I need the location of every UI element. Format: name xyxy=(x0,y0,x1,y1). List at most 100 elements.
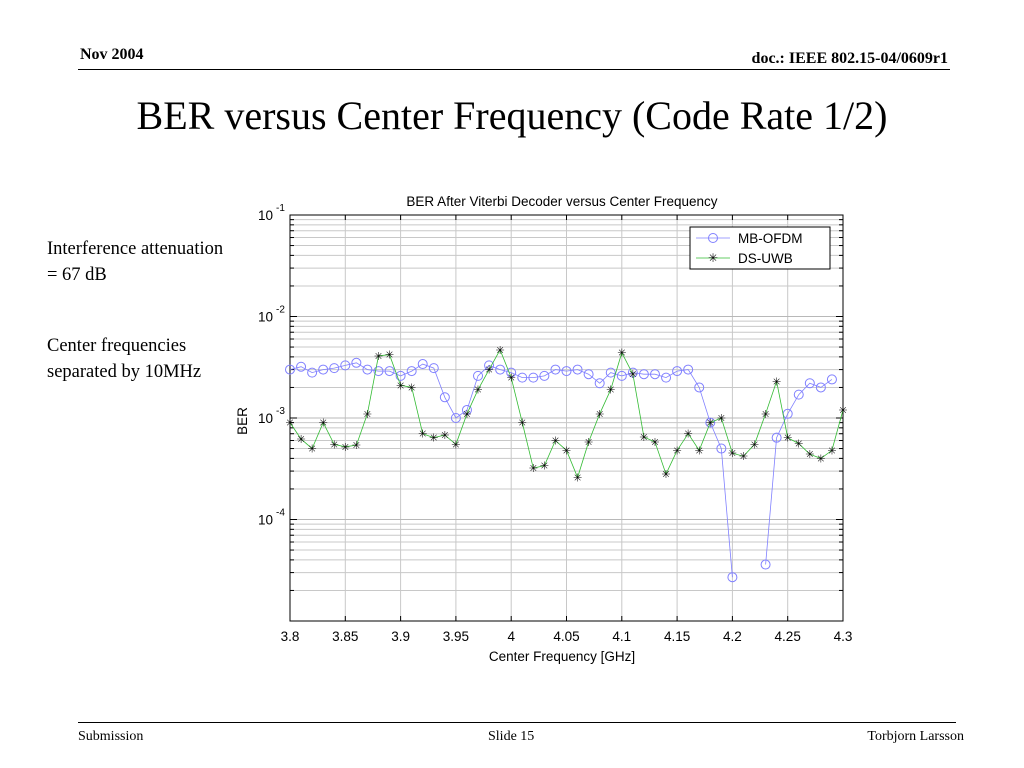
data-point-ds-uwb: ✳ xyxy=(728,448,737,460)
data-point-mb-ofdm xyxy=(815,382,826,393)
data-point-ds-uwb: ✳ xyxy=(783,433,792,445)
legend: MB-OFDM ✳ DS-UWB xyxy=(689,226,831,270)
data-point-ds-uwb: ✳ xyxy=(462,409,471,421)
x-tick-label: 4.25 xyxy=(775,629,801,644)
data-point-mb-ofdm xyxy=(649,369,660,380)
data-point-mb-ofdm xyxy=(329,363,340,374)
note-interference: Interference attenuation = 67 dB xyxy=(47,239,224,285)
data-point-mb-ofdm xyxy=(296,361,307,372)
x-tick-label: 3.9 xyxy=(391,629,410,644)
data-point-ds-uwb: ✳ xyxy=(650,437,659,449)
y-tick-label-exponent: -3 xyxy=(276,406,285,417)
data-point-mb-ofdm xyxy=(672,366,683,377)
data-point-mb-ofdm xyxy=(406,366,417,377)
data-point-mb-ofdm xyxy=(528,372,539,383)
chart-title: BER After Viterbi Decoder versus Center … xyxy=(406,194,717,209)
data-point-ds-uwb: ✳ xyxy=(739,451,748,463)
data-point-mb-ofdm xyxy=(771,432,782,443)
data-point-mb-ofdm xyxy=(572,364,583,375)
x-tick-label: 4.1 xyxy=(612,629,631,644)
data-point-mb-ofdm xyxy=(373,366,384,377)
data-point-mb-ofdm xyxy=(793,389,804,400)
x-tick-labels: 3.8 3.85 3.9 3.95 4 4.05 4.1 4.15 4.2 4.25 4.3 xyxy=(281,629,853,644)
data-point-mb-ofdm xyxy=(550,364,561,375)
data-point-ds-uwb: ✳ xyxy=(628,369,637,381)
data-point-mb-ofdm xyxy=(594,378,605,389)
legend-label-ds-uwb: DS-UWB xyxy=(738,251,793,266)
data-point-ds-uwb: ✳ xyxy=(473,385,482,397)
data-point-mb-ofdm xyxy=(627,367,638,378)
x-axis-label: Center Frequency [GHz] xyxy=(489,649,635,664)
data-point-ds-uwb: ✳ xyxy=(396,380,405,392)
data-point-mb-ofdm xyxy=(727,572,738,583)
data-point-ds-uwb: ✳ xyxy=(285,418,294,430)
series-line-ds-uwb xyxy=(289,348,844,479)
header-doc-id: doc.: IEEE 802.15-04/0609r1 xyxy=(751,50,948,67)
data-point-ds-uwb: ✳ xyxy=(529,463,538,475)
data-point-ds-uwb: ✳ xyxy=(827,445,836,457)
x-tick-label: 3.85 xyxy=(332,629,358,644)
data-point-ds-uwb: ✳ xyxy=(484,365,493,377)
data-point-ds-uwb: ✳ xyxy=(794,439,803,451)
data-point-ds-uwb: ✳ xyxy=(606,385,615,397)
data-point-mb-ofdm xyxy=(473,370,484,381)
data-point-ds-uwb: ✳ xyxy=(750,439,759,451)
data-point-ds-uwb: ✳ xyxy=(374,351,383,363)
data-point-mb-ofdm xyxy=(760,559,771,570)
data-point-mb-ofdm xyxy=(450,413,461,423)
data-point-mb-ofdm xyxy=(683,364,694,375)
x-tick-label: 4.2 xyxy=(723,629,742,644)
data-point-ds-uwb: ✳ xyxy=(319,418,328,430)
x-tick-label: 4.05 xyxy=(553,629,579,644)
data-point-ds-uwb: ✳ xyxy=(418,429,427,441)
data-point-mb-ofdm xyxy=(517,372,528,383)
data-point-mb-ofdm xyxy=(395,370,406,381)
data-point-ds-uwb: ✳ xyxy=(429,433,438,445)
data-point-ds-uwb: ✳ xyxy=(805,449,814,461)
y-tick-label-base: 10 xyxy=(258,513,273,528)
footer-slide-number: Slide 15 xyxy=(488,729,535,744)
data-point-mb-ofdm xyxy=(561,366,572,377)
data-point-mb-ofdm xyxy=(362,364,373,375)
x-tick-label: 4 xyxy=(507,629,515,644)
data-point-ds-uwb: ✳ xyxy=(496,345,505,357)
data-point-ds-uwb: ✳ xyxy=(352,440,361,452)
footer-submission: Submission xyxy=(78,729,144,744)
data-point-ds-uwb: ✳ xyxy=(573,472,582,484)
data-point-ds-uwb: ✳ xyxy=(562,445,571,457)
data-point-mb-ofdm xyxy=(439,392,450,403)
data-point-mb-ofdm xyxy=(384,366,395,377)
data-point-mb-ofdm xyxy=(705,417,716,428)
data-point-ds-uwb: ✳ xyxy=(551,436,560,448)
data-point-ds-uwb: ✳ xyxy=(639,432,648,444)
y-tick-label-exponent: -2 xyxy=(276,305,285,316)
data-point-mb-ofdm xyxy=(340,360,351,371)
data-point-mb-ofdm xyxy=(804,378,815,389)
data-point-mb-ofdm xyxy=(638,369,649,380)
y-tick-label-base: 10 xyxy=(258,411,273,426)
y-tick-label-base: 10 xyxy=(258,208,273,223)
y-tick-labels: 10-110-210-310-4 xyxy=(258,203,285,528)
data-point-ds-uwb: ✳ xyxy=(341,442,350,454)
legend-marker-mb-ofdm xyxy=(708,233,718,243)
data-point-ds-uwb: ✳ xyxy=(772,376,781,388)
x-tick-label: 4.3 xyxy=(834,629,853,644)
data-point-ds-uwb: ✳ xyxy=(706,418,715,430)
data-point-ds-uwb: ✳ xyxy=(617,348,626,360)
data-point-ds-uwb: ✳ xyxy=(407,382,416,394)
x-tick-label: 3.95 xyxy=(443,629,469,644)
header-rule xyxy=(78,69,950,70)
data-point-mb-ofdm xyxy=(716,443,727,454)
y-tick-label-base: 10 xyxy=(258,310,273,325)
data-point-ds-uwb: ✳ xyxy=(296,434,305,446)
data-point-mb-ofdm xyxy=(694,382,705,393)
data-point-mb-ofdm xyxy=(661,372,672,383)
y-axis-label: BER xyxy=(235,407,250,435)
data-point-ds-uwb: ✳ xyxy=(816,453,825,465)
data-point-mb-ofdm xyxy=(307,367,318,378)
data-point-ds-uwb: ✳ xyxy=(695,445,704,457)
data-point-mb-ofdm xyxy=(583,369,594,380)
data-point-mb-ofdm xyxy=(826,374,837,385)
data-point-ds-uwb: ✳ xyxy=(385,350,394,362)
